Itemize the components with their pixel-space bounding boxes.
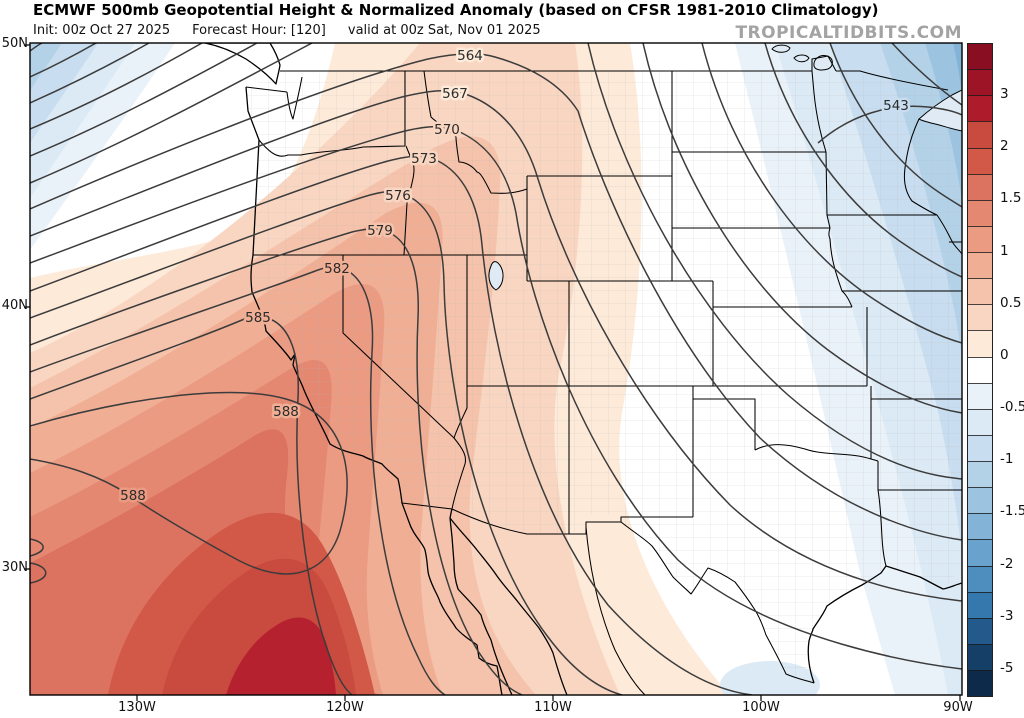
canada-lake <box>793 54 810 63</box>
contour-label: 564 <box>457 48 483 64</box>
valid-time: valid at 00z Sat, Nov 01 2025 <box>347 23 541 38</box>
map-svg: 543 564 567 570 573 576 579 582 585 588 588 <box>24 42 963 701</box>
colorbar-tick: -2 <box>1000 555 1014 572</box>
colorbar-segment <box>968 461 992 488</box>
vancouver-island <box>204 43 281 85</box>
great-salt-lake <box>488 261 504 291</box>
map-frame <box>24 42 963 701</box>
forecast-hour: Forecast Hour: [120] <box>192 23 326 38</box>
contour-label: 588 <box>273 404 299 420</box>
colorbar-segment <box>968 670 992 697</box>
colorbar-segment <box>968 304 992 331</box>
init-time: Init: 00z Oct 27 2025 <box>33 23 171 38</box>
colorbar-segment <box>968 617 992 644</box>
colorbar-tick: 2 <box>1000 138 1009 155</box>
colorbar-tick: 3 <box>1000 86 1009 103</box>
canada-lake <box>771 44 791 53</box>
contour-label: 543 <box>883 98 909 114</box>
colorbar-segment <box>968 95 992 122</box>
chart-title: ECMWF 500mb Geopotential Height & Normal… <box>33 1 879 19</box>
colorbar-segment <box>968 225 992 252</box>
colorbar-segment <box>968 173 992 200</box>
colorbar-segment <box>968 513 992 540</box>
map-canvas: 543 564 567 570 573 576 579 582 585 588 588 <box>22 35 970 705</box>
colorbar-segment <box>968 121 992 148</box>
colorbar-tick: 0.5 <box>1000 294 1022 311</box>
colorbar-tick: -5 <box>1000 659 1014 676</box>
colorbar-tick: -1 <box>1000 451 1014 468</box>
contour-label: 576 <box>385 188 411 204</box>
colorbar-tick: 1.5 <box>1000 190 1022 207</box>
coastline-layer <box>204 43 962 695</box>
colorbar-segment <box>968 539 992 566</box>
lon-tick-label: 130W <box>118 700 156 715</box>
lon-tick-label: 100W <box>742 700 780 715</box>
contour-label: 588 <box>120 488 146 504</box>
colorbar-segment <box>968 591 992 618</box>
lon-tick-label: 90W <box>943 700 973 715</box>
lon-tick-label: 120W <box>326 700 364 715</box>
colorbar-segment <box>968 252 992 279</box>
contour-label: 570 <box>434 122 460 138</box>
colorbar-segment <box>968 147 992 174</box>
contour-label: 579 <box>367 223 393 239</box>
contour-label: 585 <box>245 310 271 326</box>
contour-label: 573 <box>411 151 437 167</box>
colorbar-segment <box>968 356 992 383</box>
colorbar-segment <box>968 330 992 357</box>
anomaly-colorbar <box>967 43 993 697</box>
lake-superior <box>918 89 962 132</box>
colorbar-tick: -1.5 <box>1000 503 1024 520</box>
chart-subtitle: Init: 00z Oct 27 2025 Forecast Hour: [120… <box>33 23 563 38</box>
lon-tick-label: 110W <box>534 700 572 715</box>
colorbar-tick: 1 <box>1000 242 1009 259</box>
colorbar-segment <box>968 565 992 592</box>
colorbar-segment <box>968 487 992 514</box>
lat-tick-label: 30N <box>1 560 28 575</box>
contour-labels-layer: 543 564 567 570 573 576 579 582 585 588 588 <box>118 46 912 507</box>
colorbar-segment <box>968 382 992 409</box>
contour-label: 582 <box>324 261 350 277</box>
colorbar-tick: 0 <box>1000 346 1009 363</box>
colorbar-tick: -3 <box>1000 607 1014 624</box>
colorbar-segment <box>968 278 992 305</box>
height-contours-layer <box>30 43 962 695</box>
colorbar-segment <box>968 434 992 461</box>
lat-tick-label: 40N <box>1 298 28 313</box>
lat-tick-label: 50N <box>1 36 28 51</box>
colorbar-segment <box>968 44 992 70</box>
colorbar-segment <box>968 408 992 435</box>
contour-label: 567 <box>442 86 468 102</box>
colorbar-segment <box>968 69 992 96</box>
colorbar-tick: -0.5 <box>1000 399 1024 416</box>
rio-grande-border <box>620 521 815 684</box>
watermark-logo: TROPICALTIDBITS.COM <box>735 23 962 43</box>
lakes-layer <box>488 44 962 291</box>
colorbar-segment <box>968 199 992 226</box>
colorbar-segment <box>968 643 992 670</box>
